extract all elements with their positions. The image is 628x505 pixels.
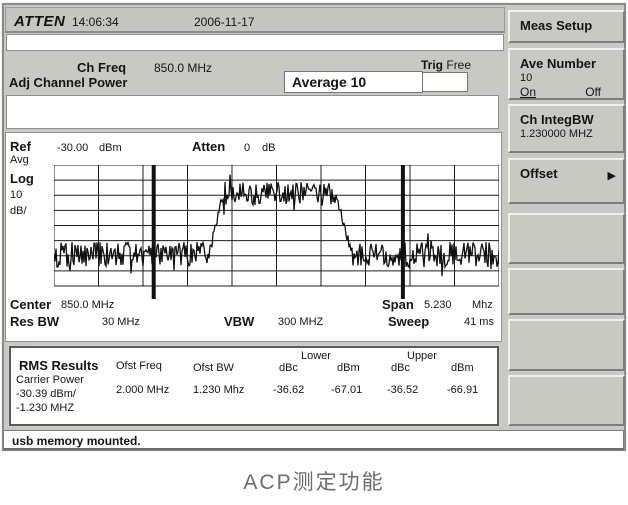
ch-freq-value: 850.0 MHz xyxy=(154,61,213,75)
rms-results-panel: RMS Results Carrier Power -30.39 dBm/ -1… xyxy=(8,345,500,427)
trig-label: Trig xyxy=(421,58,444,72)
top-status-bar: ATTEN 14:06:34 2006-11-17 xyxy=(5,7,505,33)
trig-status: Trig Free xyxy=(421,58,471,72)
status-message: usb memory mounted. xyxy=(12,434,141,448)
average-readout-box: Average 10 xyxy=(284,71,423,93)
ref-unit: dBm xyxy=(99,142,122,154)
submenu-arrow-icon: ▶ xyxy=(607,170,616,182)
measurement-mode-label: Adj Channel Power xyxy=(9,75,128,90)
softkey-offset[interactable]: Offset ▶ xyxy=(508,158,625,204)
resbw-value: 30 MHz xyxy=(102,316,140,328)
ref-value: -30.00 xyxy=(57,142,89,154)
trig-entry-box xyxy=(422,72,468,92)
col-header-ofst-freq: Ofst Freq xyxy=(116,360,162,372)
softkey-ch-integbw[interactable]: Ch IntegBW 1.230000 MHZ xyxy=(508,104,625,153)
message-strip-mid xyxy=(6,95,499,129)
clock-time: 14:06:34 xyxy=(72,15,119,29)
value-dbc-upper: -36.52 xyxy=(387,384,419,396)
avg-mode-label: Avg xyxy=(10,154,29,166)
softkey-offset-label: Offset xyxy=(520,166,558,181)
col-header-dbm-upper: dBm xyxy=(451,362,474,374)
softkey-ave-number-value: 10 xyxy=(520,72,533,84)
trig-value: Free xyxy=(446,58,472,72)
softkey-blank-1[interactable] xyxy=(508,213,625,264)
softkey-ave-off-option[interactable]: Off xyxy=(585,85,601,99)
carrier-power-label: Carrier Power xyxy=(16,374,84,386)
span-label: Span xyxy=(382,297,414,312)
atten-unit: dB xyxy=(262,142,276,154)
spectrum-trace-plot xyxy=(54,165,499,299)
span-value: 5.230 xyxy=(424,299,452,311)
status-bar: usb memory mounted. xyxy=(3,430,624,450)
col-header-dbc-lower: dBc xyxy=(279,362,298,374)
spectrum-display: Ref -30.00 dBm Atten 0 dB Avg Log 10 dB/… xyxy=(5,132,502,342)
col-header-ofst-bw: Ofst BW xyxy=(193,362,234,374)
group-header-upper: Upper xyxy=(407,350,437,362)
figure-caption: ACP测定功能 xyxy=(243,471,385,494)
softkey-ave-on-option[interactable]: On xyxy=(520,85,537,99)
center-label: Center xyxy=(10,297,52,312)
softkey-ave-number[interactable]: Ave Number 10 On Off xyxy=(508,48,625,100)
atten-value: 0 xyxy=(244,142,251,154)
message-strip-top xyxy=(6,34,504,51)
sweep-label: Sweep xyxy=(388,314,430,329)
softkey-ave-number-label: Ave Number xyxy=(520,56,597,71)
ch-freq-label: Ch Freq xyxy=(77,60,127,75)
brand-logo: ATTEN xyxy=(14,13,66,30)
col-header-dbc-upper: dBc xyxy=(391,362,410,374)
value-ofst-bw: 1.230 Mhz xyxy=(193,384,245,396)
softkey-blank-4[interactable] xyxy=(508,375,625,426)
carrier-power-value: -30.39 dBm/ xyxy=(16,388,76,400)
clock-date: 2006-11-17 xyxy=(194,15,255,29)
log-scale-label: Log xyxy=(10,171,34,186)
softkey-blank-2[interactable] xyxy=(508,268,625,315)
resbw-label: Res BW xyxy=(10,314,60,329)
value-dbc-lower: -36.62 xyxy=(273,384,305,396)
center-value: 850.0 MHz xyxy=(61,299,115,311)
softkey-meas-setup[interactable]: Meas Setup xyxy=(508,10,625,43)
carrier-bw-value: -1.230 MHZ xyxy=(16,402,75,414)
scale-value-label: 10 xyxy=(10,189,23,201)
rms-title: RMS Results xyxy=(19,358,99,373)
span-unit: Mhz xyxy=(472,299,493,311)
softkey-ch-integbw-label: Ch IntegBW xyxy=(520,112,594,127)
value-dbm-upper: -66.91 xyxy=(447,384,479,396)
vbw-label: VBW xyxy=(224,314,255,329)
atten-label: Atten xyxy=(192,139,226,154)
average-readout: Average 10 xyxy=(292,74,367,90)
analyzer-screen: ATTEN 14:06:34 2006-11-17 Ch Freq 850.0 … xyxy=(1,2,627,452)
col-header-dbm-lower: dBm xyxy=(337,362,360,374)
scale-unit-label: dB/ xyxy=(10,205,27,217)
group-header-lower: Lower xyxy=(301,350,331,362)
value-dbm-lower: -67.01 xyxy=(331,384,363,396)
softkey-meas-setup-label: Meas Setup xyxy=(520,18,593,33)
sweep-value: 41 ms xyxy=(464,316,494,328)
value-ofst-freq: 2.000 MHz xyxy=(116,384,170,396)
ref-label: Ref xyxy=(10,139,31,154)
vbw-value: 300 MHZ xyxy=(278,316,324,328)
softkey-ch-integbw-value: 1.230000 MHZ xyxy=(520,128,593,140)
softkey-blank-3[interactable] xyxy=(508,319,625,371)
